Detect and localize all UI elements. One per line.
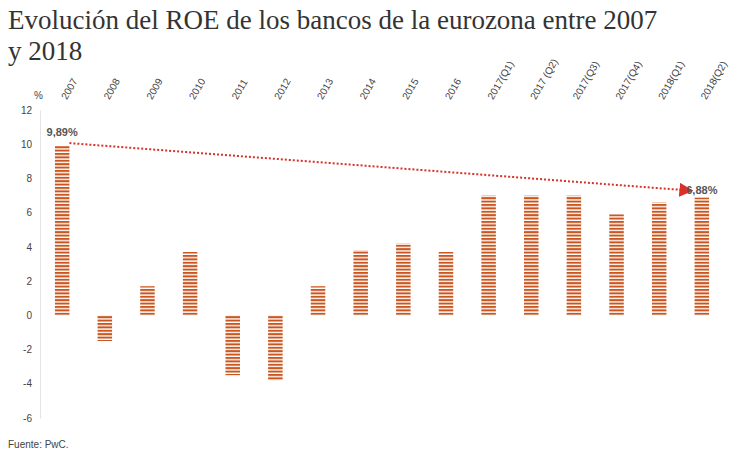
x-axis: 2007 2008 2009 2010 2011 2012 2013 2014 2015 2016… [59,57,729,101]
y-tick-label: 2 [26,276,32,287]
bar [311,286,325,315]
y-tick: 2 [26,276,40,287]
bar [55,146,69,315]
y-tick: 12 [21,105,40,116]
y-tick-label: -2 [23,344,32,355]
x-tick: 2009 [144,76,165,101]
y-tick-label: 8 [26,173,32,184]
bar [140,286,154,315]
y-tick: 0 [26,310,40,321]
x-tick: 2017 (Q2) [528,57,560,101]
y-axis-title: % [34,90,43,101]
x-tick-label: 2013 [315,76,336,101]
x-tick-label: 2016 [443,76,464,101]
y-tick-label: 6 [26,207,32,218]
bars [55,146,709,380]
bar [439,252,453,315]
value-label: 9,89% [47,126,78,138]
title: Evolución del ROE de los bancos de la eu… [8,5,657,66]
x-tick: 2017(Q3) [571,59,602,101]
y-tick-label: 12 [21,105,33,116]
x-tick: 2007 [59,76,80,101]
y-tick: -4 [23,378,40,389]
bar [481,196,495,316]
bar [353,250,367,315]
bar [567,196,581,316]
x-tick-label: 2015 [400,76,421,101]
x-tick-label: 2011 [229,77,249,102]
x-tick: 2016 [443,76,464,101]
y-tick: -6 [23,413,40,424]
x-tick-label: 2017(Q1) [485,59,516,101]
bar [652,202,666,315]
y-tick: 8 [26,173,40,184]
y-tick-label: -4 [23,378,32,389]
trend-arrow [69,143,690,191]
y-tick-label: 4 [26,242,32,253]
x-tick-label: 2018(Q1) [656,59,687,101]
x-tick-label: 2007 [59,76,80,101]
x-tick: 2015 [400,76,421,101]
x-tick: 2008 [101,76,122,101]
chart: Evolución del ROE de los bancos de la eu… [0,0,750,460]
y-tick-label: 0 [26,310,32,321]
bar [268,315,282,380]
x-tick: 2014 [357,76,378,101]
y-tick: 10 [21,139,40,150]
y-tick: 4 [26,242,40,253]
x-tick: 2010 [187,76,208,101]
x-tick-label: 2012 [272,76,293,101]
bar [524,196,538,316]
y-tick-label: 10 [21,139,33,150]
x-tick: 2013 [315,76,336,101]
x-tick: 2018(Q1) [656,59,687,101]
x-tick: 2012 [272,76,293,101]
y-tick-label: -6 [23,413,32,424]
x-tick-label: 2009 [144,76,165,101]
x-tick: 2011 [229,77,249,102]
source: Fuente: PwC. [8,439,69,450]
bar [609,214,623,315]
x-tick: 2017(Q4) [613,59,644,101]
bar [98,315,112,341]
x-tick-label: 2017(Q3) [571,59,602,101]
y-tick: 6 [26,207,40,218]
title-line: y 2018 [8,36,82,66]
x-tick: 2018(Q2) [698,59,729,101]
x-tick-label: 2017(Q4) [613,59,644,101]
title-line: Evolución del ROE de los bancos de la eu… [8,5,657,35]
bar [396,243,410,315]
bar [225,315,239,375]
y-axis: -6 -4 -2 0 2 4 6 8 10 12 [21,105,41,424]
x-tick-label: 2017 (Q2) [528,57,560,101]
bar [183,252,197,315]
x-tick-label: 2010 [187,76,208,101]
x-tick: 2017(Q1) [485,59,516,101]
y-tick: -2 [23,344,40,355]
value-label: 6,88% [686,184,717,196]
bar [695,198,709,316]
x-tick-label: 2008 [101,76,122,101]
x-tick-label: 2018(Q2) [698,59,729,101]
y-axis-line [40,111,41,419]
x-tick-label: 2014 [357,76,378,101]
